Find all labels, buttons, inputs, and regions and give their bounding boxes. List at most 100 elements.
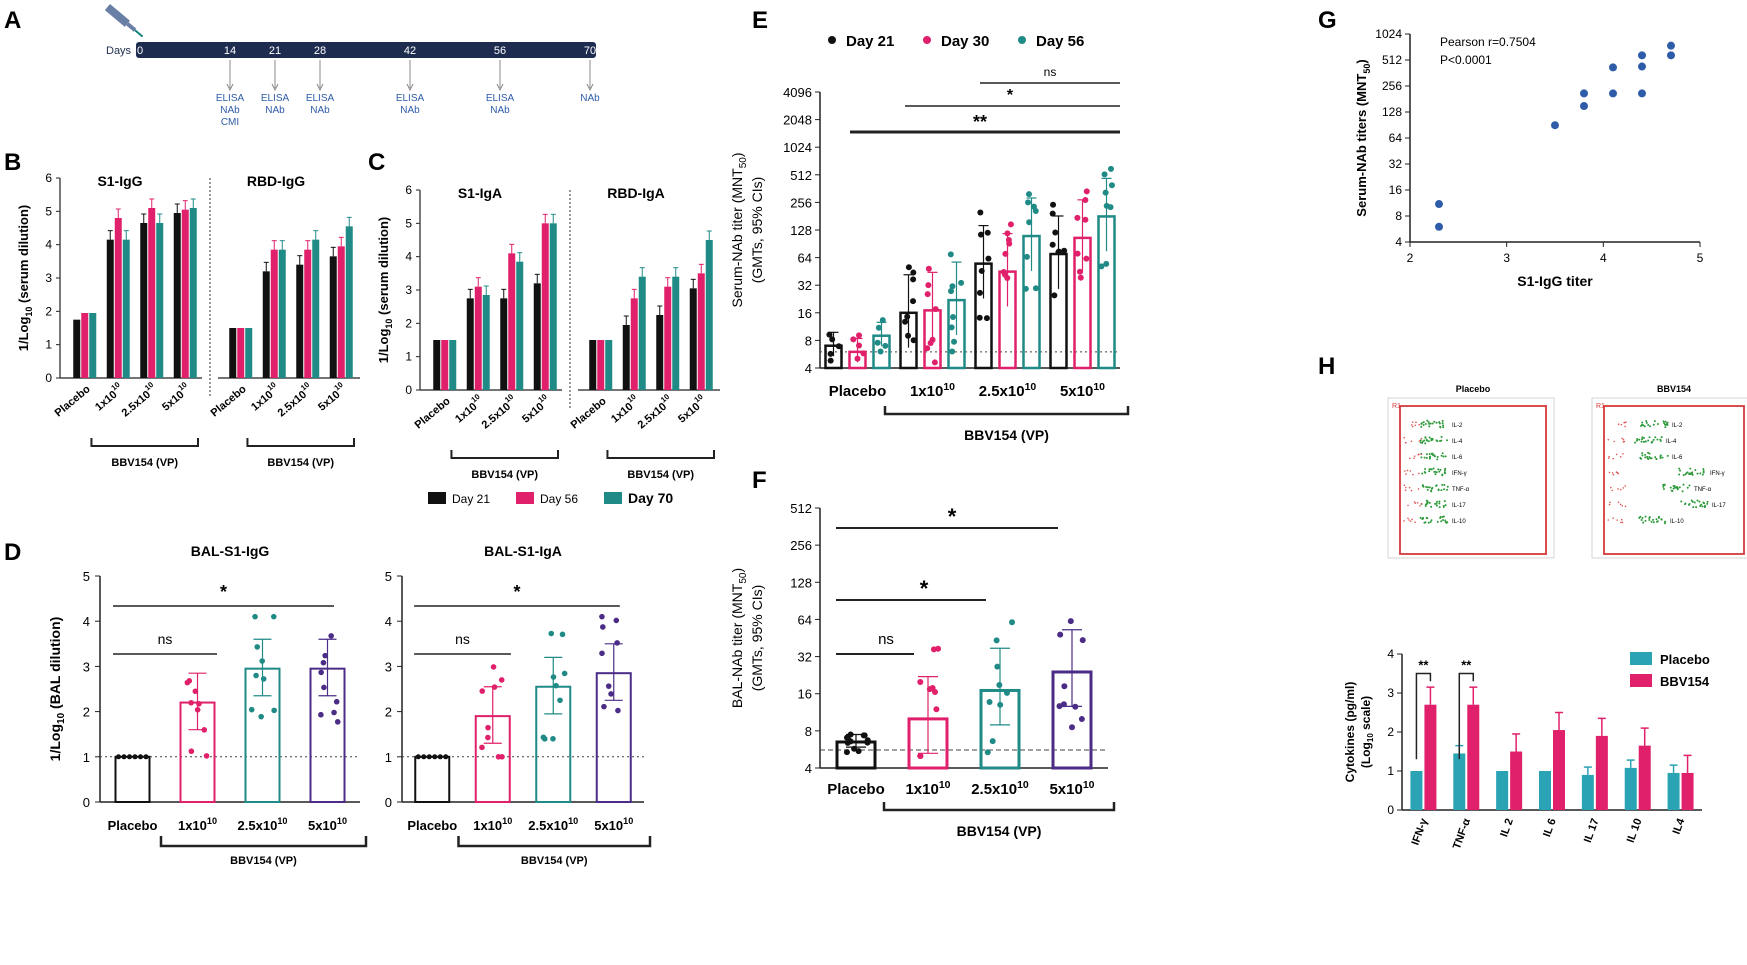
- flow-event: [1436, 520, 1439, 523]
- y-tick-label: 3: [405, 283, 412, 297]
- data-point: [605, 683, 612, 689]
- timeline-arrowhead: [586, 83, 594, 92]
- x-tick-label: 5x1010: [308, 816, 347, 833]
- y-tick-label: 0: [83, 795, 90, 810]
- data-point: [1061, 683, 1068, 690]
- flow-event-red: [1418, 472, 1420, 475]
- flow-event-red: [1608, 471, 1611, 474]
- timeline-day-70: 70: [584, 45, 596, 57]
- flow-event: [1701, 473, 1704, 476]
- y-axis-label: BAL-NAb titer (MNT50): [729, 568, 749, 708]
- y-tick-label: 16: [1389, 183, 1403, 197]
- data-point: [331, 709, 337, 716]
- scatter-point: [1580, 102, 1588, 111]
- flow-event: [1424, 471, 1427, 474]
- flow-event-red: [1621, 521, 1624, 524]
- y-tick-label: 6: [45, 171, 52, 185]
- flow-event-red: [1416, 501, 1419, 504]
- bar-day-56: [474, 286, 482, 390]
- flow-event: [1688, 484, 1691, 487]
- data-point: [258, 713, 264, 720]
- flow-event: [1425, 499, 1428, 502]
- flow-frame: [1591, 397, 1747, 559]
- data-point: [827, 350, 834, 357]
- flow-event: [1425, 485, 1428, 488]
- flow-event-red: [1622, 487, 1625, 489]
- data-point: [485, 724, 491, 731]
- timeline-assay-label: NAb: [490, 105, 510, 116]
- x-tick-label: 5x1010: [594, 816, 633, 833]
- panel-label-d: D: [4, 539, 21, 566]
- flow-event: [1428, 486, 1431, 489]
- sig-label-star: *: [220, 582, 227, 602]
- data-point: [201, 727, 208, 733]
- flow-event: [1436, 500, 1439, 503]
- bar-day-21: [262, 271, 270, 378]
- flow-event: [1699, 472, 1702, 475]
- flow-event: [1441, 419, 1444, 422]
- group-label: BBV154 (VP): [627, 469, 694, 481]
- annotation-pearson: Pearson r=0.7504: [1440, 35, 1536, 49]
- flow-event: [1442, 505, 1445, 508]
- flow-event: [1636, 438, 1639, 441]
- data-point: [1072, 703, 1079, 710]
- flow-event-red: [1617, 501, 1620, 504]
- y-axis-label: 1/Log10 (serum dilution): [16, 205, 34, 352]
- flow-event: [1424, 442, 1427, 445]
- legend-label-bbv154: BBV154: [1660, 674, 1710, 689]
- sig-label-3: *: [948, 504, 957, 529]
- flow-event: [1656, 438, 1659, 441]
- flow-event: [1639, 456, 1642, 459]
- data-point: [248, 706, 255, 713]
- data-point: [976, 314, 983, 321]
- flow-event: [1644, 456, 1647, 459]
- flow-event: [1428, 453, 1431, 456]
- data-point: [1061, 247, 1068, 254]
- flow-event: [1431, 422, 1434, 425]
- data-point: [1083, 255, 1090, 262]
- group-label: BBV154 (VP): [521, 855, 588, 867]
- y-tick-label: 5: [83, 569, 90, 584]
- flow-event: [1437, 489, 1440, 492]
- legend-label-day-70: Day 70: [628, 490, 673, 506]
- legend-swatch: [1630, 652, 1652, 665]
- flow-title-placebo: Placebo: [1456, 384, 1491, 394]
- data-point: [1006, 240, 1013, 247]
- flow-event: [1428, 422, 1431, 425]
- data-point: [843, 749, 850, 756]
- flow-gate-label: R1: [1392, 403, 1401, 410]
- flow-event-red: [1409, 470, 1412, 472]
- flow-event-red: [1612, 517, 1614, 519]
- y-tick-label: 2048: [783, 113, 812, 128]
- flow-cluster-label: IL-2: [1452, 423, 1463, 429]
- bar-day-21: [533, 283, 541, 390]
- data-point: [143, 754, 149, 760]
- flow-event-red: [1624, 425, 1626, 428]
- data-point: [904, 313, 911, 320]
- y-tick-label: 256: [1382, 79, 1402, 93]
- flow-event: [1702, 471, 1705, 474]
- data-point: [613, 617, 620, 624]
- flow-event: [1440, 435, 1443, 438]
- flow-event: [1679, 469, 1682, 472]
- y-tick-label: 1024: [1375, 27, 1402, 41]
- y-tick-label: 4: [405, 250, 412, 264]
- flow-event: [1430, 468, 1433, 471]
- data-point: [925, 265, 932, 272]
- data-point: [977, 209, 984, 216]
- flow-event: [1641, 454, 1644, 457]
- data-point: [826, 331, 833, 338]
- y-tick-label: 8: [805, 333, 812, 348]
- x-tick-label: 2.5x1010: [117, 380, 160, 419]
- timeline-assay-label: CMI: [221, 117, 239, 128]
- y-tick-label: 2: [405, 316, 412, 330]
- flow-event: [1440, 439, 1443, 442]
- flow-event: [1443, 500, 1446, 503]
- flow-cluster-label: IL-17: [1712, 503, 1726, 509]
- sig-label-2: *: [920, 576, 929, 601]
- data-point: [615, 707, 621, 714]
- timeline-assay-label: ELISA: [396, 93, 425, 104]
- flow-event: [1662, 484, 1665, 487]
- legend-label-day-30: Day 30: [941, 33, 989, 50]
- group-bracket: [90, 438, 199, 447]
